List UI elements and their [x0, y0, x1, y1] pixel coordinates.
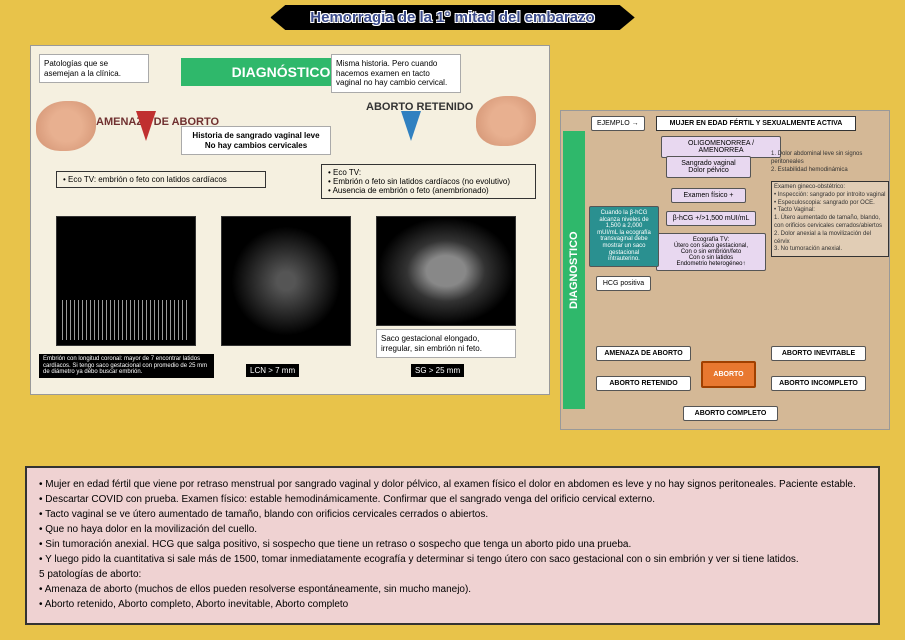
bullet-9: • Aborto retenido, Aborto completo, Abor… [39, 598, 866, 612]
flow-examen: Examen físico + [671, 188, 746, 203]
flow-sangrado: Sangrado vaginal Dolor pélvico [666, 156, 751, 178]
bullet-2: • Descartar COVID con prueba. Examen fís… [39, 493, 866, 507]
bullet-1: • Mujer en edad fértil que viene por ret… [39, 478, 866, 492]
diagnostic-slide-left: Patologías que se asemejan a la clínica.… [30, 45, 550, 395]
bullet-5: • Sin tumoración anexial. HCG que salga … [39, 538, 866, 552]
diagnostic-sidebar: DIAGNOSTICO [563, 131, 585, 409]
flow-bhcg: β-hCG +/>1,500 mUI/mL [666, 211, 756, 226]
ultrasound-image-2 [221, 216, 351, 346]
flow-ecotv: Ecografía TV: Útero con saco gestacional… [656, 233, 766, 271]
sg-label: SG > 25 mm [411, 364, 464, 377]
flow-retenido: ABORTO RETENIDO [596, 376, 691, 391]
side-note-1: 1. Dolor abdominal leve sin signos perit… [771, 151, 886, 174]
sac-note: Saco gestacional elongado, irregular, si… [376, 329, 516, 358]
lcn-label: LCN > 7 mm [246, 364, 299, 377]
flow-completo: ABORTO COMPLETO [683, 406, 778, 421]
mid-history-note: Historia de sangrado vaginal leve No hay… [181, 126, 331, 155]
anatomy-image-right [476, 96, 536, 146]
eco-right: • Eco TV: • Embrión o feto sin latidos c… [321, 164, 536, 199]
arrow-red-icon [136, 111, 156, 141]
flow-teal-note: Cuando la β-hCG alcanza niveles de 1,500… [589, 206, 659, 267]
arrow-blue-icon [401, 111, 421, 141]
side-note-2: Examen gineco-obstétrico: • Inspección: … [771, 181, 889, 257]
bullet-8: • Amenaza de aborto (muchos de ellos pue… [39, 583, 866, 597]
flow-aborto: ABORTO [701, 361, 756, 388]
title-banner: Hemorragia de la 1° mitad del embarazo [270, 5, 634, 30]
bullet-3: • Tacto vaginal se ve útero aumentado de… [39, 508, 866, 522]
flow-hcgpos: HCG positiva [596, 276, 651, 291]
flow-header: MUJER EN EDAD FÉRTIL Y SEXUALMENTE ACTIV… [656, 116, 856, 131]
flow-inevitable: ABORTO INEVITABLE [771, 346, 866, 361]
flow-amenaza: AMENAZA DE ABORTO [596, 346, 691, 361]
caption-embryo: Embrión con longitud coronal: mayor de 7… [39, 354, 214, 378]
flow-incompleto: ABORTO INCOMPLETO [771, 376, 866, 391]
anatomy-image-left [36, 101, 96, 151]
note-history: Misma historia. Pero cuando hacemos exam… [331, 54, 461, 93]
ultrasound-image-3 [376, 216, 516, 326]
bullet-7: 5 patologías de aborto: [39, 568, 866, 582]
bullet-6: • Y luego pido la cuantitativa si sale m… [39, 553, 866, 567]
page-title: Hemorragia de la 1° mitad del embarazo [310, 9, 594, 26]
bottom-text-panel: • Mujer en edad fértil que viene por ret… [25, 466, 880, 625]
ejemplo-label: EJEMPLO → [591, 116, 645, 131]
bullet-4: • Que no haya dolor en la movilización d… [39, 523, 866, 537]
diagnostic-slide-right: DIAGNOSTICO EJEMPLO → MUJER EN EDAD FÉRT… [560, 110, 890, 430]
ultrasound-image-1 [56, 216, 196, 346]
eco-left: • Eco TV: embrión o feto con latidos car… [56, 171, 266, 188]
note-pathologies: Patologías que se asemejan a la clínica. [39, 54, 149, 83]
flow-oligom: OLIGOMENORREA / AMENORREA [661, 136, 781, 158]
